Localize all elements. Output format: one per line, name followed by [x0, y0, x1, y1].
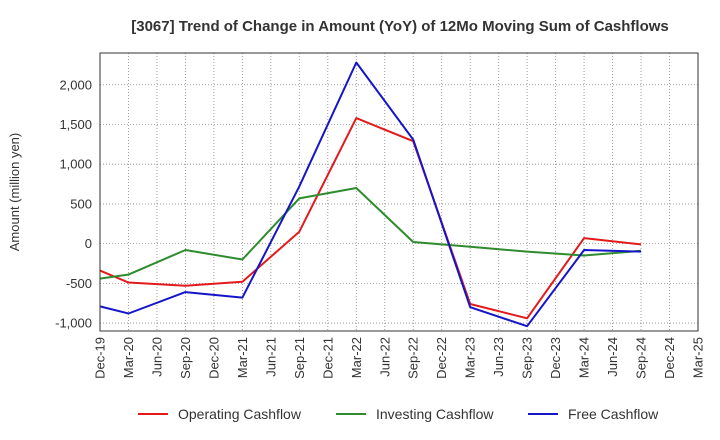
chart-title: [3067] Trend of Change in Amount (YoY) o…	[131, 18, 669, 35]
y-axis-ticks: -1,000 -500 0 500 1,000 1,500 2,000	[55, 77, 92, 330]
x-tick-label: Jun-23	[491, 337, 506, 377]
x-tick-label: Jun-20	[149, 337, 164, 377]
series-lines	[99, 61, 642, 328]
legend-label-investing-cashflow: Investing Cashflow	[376, 406, 494, 422]
x-tick-label: Dec-21	[320, 337, 335, 379]
legend-label-free-cashflow: Free Cashflow	[568, 406, 659, 422]
x-tick-label: Dec-22	[434, 337, 449, 379]
grid-lines	[100, 53, 698, 331]
x-tick-label: Sep-22	[406, 337, 421, 379]
y-tick-label: -1,000	[55, 316, 92, 331]
y-tick-label: 1,500	[59, 117, 92, 132]
plot-frame	[99, 52, 699, 332]
x-tick-label: Dec-23	[548, 337, 563, 379]
x-tick-label: Dec-20	[206, 337, 221, 379]
x-tick-label: Mar-22	[349, 337, 364, 378]
x-tick-label: Sep-20	[178, 337, 193, 379]
y-tick-label: 2,000	[59, 77, 92, 92]
x-axis-ticks: Dec-19 Mar-20 Jun-20 Sep-20 Dec-20 Mar-21 Jun-…	[93, 337, 706, 379]
x-tick-label: Mar-20	[121, 337, 136, 378]
x-tick-label: Sep-21	[292, 337, 307, 379]
x-tick-label: Mar-25	[691, 337, 706, 378]
legend-label-operating-cashflow: Operating Cashflow	[178, 406, 302, 422]
x-tick-label: Mar-23	[463, 337, 478, 378]
legend: Operating Cashflow Investing Cashflow Free…	[138, 406, 659, 422]
x-tick-label: Sep-24	[634, 337, 649, 379]
y-tick-label: 1,000	[59, 157, 92, 172]
x-tick-label: Jun-24	[605, 337, 620, 377]
x-tick-label: Mar-21	[235, 337, 250, 378]
x-tick-label: Dec-19	[93, 337, 108, 379]
series-line-investing-cashflow	[99, 187, 642, 280]
x-tick-label: Mar-24	[577, 337, 592, 378]
x-tick-label: Jun-21	[263, 337, 278, 377]
series-line-free-cashflow	[99, 61, 642, 328]
y-tick-label: 0	[85, 236, 92, 251]
series-line-operating-cashflow	[99, 117, 642, 320]
y-tick-label: 500	[70, 196, 92, 211]
x-tick-label: Sep-23	[520, 337, 535, 379]
y-axis-label: Amount (million yen)	[7, 133, 22, 252]
x-tick-label: Dec-24	[662, 337, 677, 379]
x-tick-label: Jun-22	[377, 337, 392, 377]
y-tick-label: -500	[66, 276, 92, 291]
